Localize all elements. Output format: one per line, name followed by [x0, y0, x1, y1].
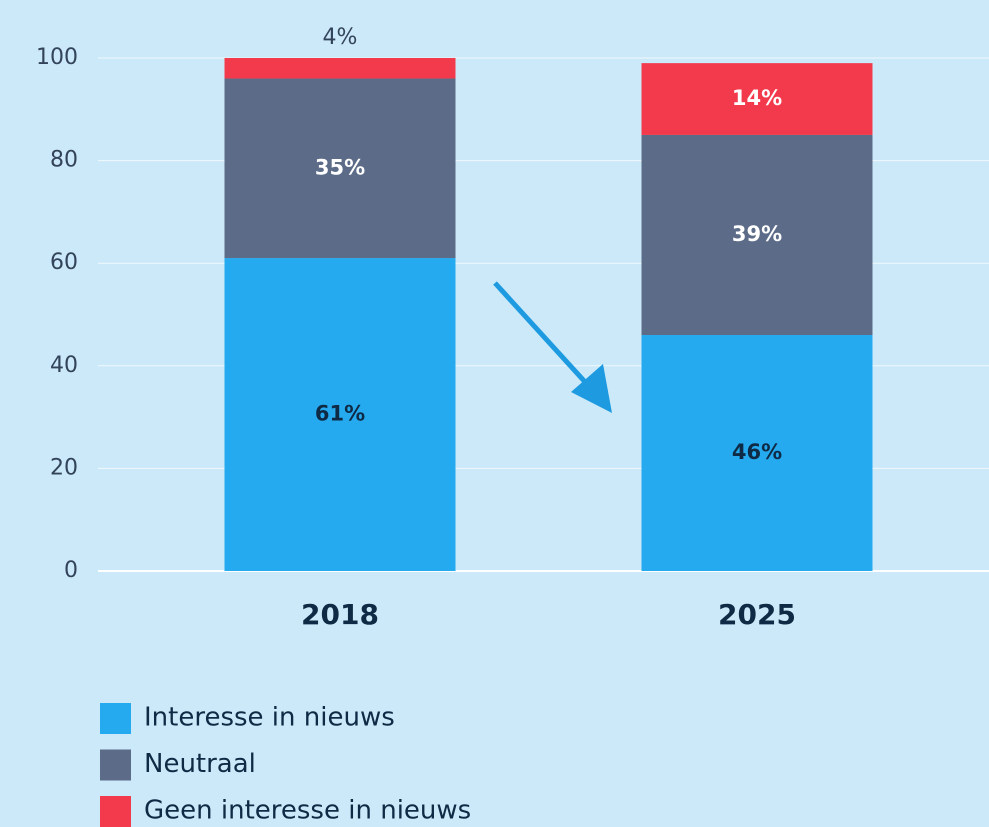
value-label: 35% — [315, 155, 365, 179]
y-tick-label: 100 — [36, 45, 78, 70]
y-tick-label: 0 — [64, 558, 78, 583]
legend-label: Geen interesse in nieuws — [144, 796, 471, 826]
x-tick-label: 2025 — [718, 598, 796, 631]
value-label: 4% — [323, 25, 358, 50]
value-label: 61% — [315, 402, 365, 426]
legend-label: Neutraal — [144, 749, 256, 779]
y-tick-label: 40 — [50, 353, 78, 378]
legend-swatch — [100, 703, 131, 734]
legend-swatch — [100, 796, 131, 827]
y-tick-label: 80 — [50, 148, 78, 173]
bar-segment — [641, 335, 873, 571]
value-label: 14% — [732, 86, 782, 110]
arrow-shaft — [493, 281, 598, 396]
legend-swatch — [100, 749, 131, 781]
bar-segment — [641, 63, 873, 135]
bar-segment — [224, 78, 456, 259]
legend-label: Interesse in nieuws — [144, 703, 395, 733]
arrow-head — [571, 364, 612, 413]
bar-segment — [224, 58, 456, 79]
trend-arrow — [493, 281, 612, 413]
legend: Interesse in nieuws Neutraal Geen interess… — [100, 703, 471, 827]
value-label: 46% — [732, 440, 782, 464]
y-tick-label: 60 — [50, 250, 78, 275]
x-tick-label: 2018 — [301, 598, 379, 631]
value-label: 39% — [732, 222, 782, 246]
bar-segment — [641, 134, 873, 336]
y-tick-label: 20 — [50, 455, 78, 480]
bars: 2018 61% 35% 4% 2025 46% 39% 14% — [224, 25, 873, 631]
bar-segment — [224, 258, 456, 571]
